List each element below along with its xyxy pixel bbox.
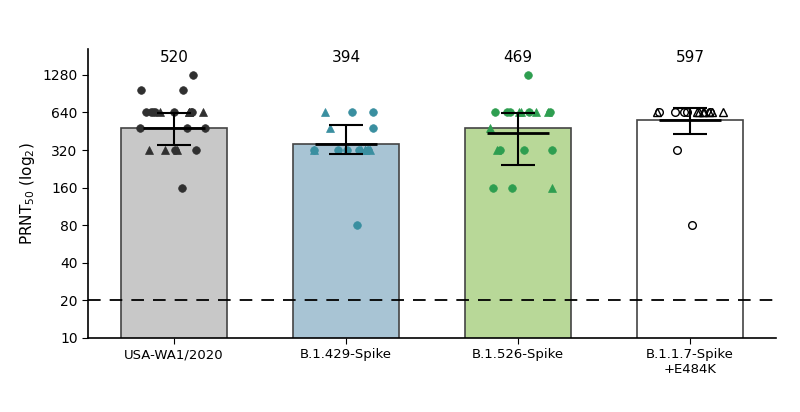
Text: 394: 394 <box>331 49 361 65</box>
Text: 520: 520 <box>159 49 189 65</box>
Text: 597: 597 <box>675 49 705 65</box>
Bar <box>121 128 227 412</box>
Bar <box>465 128 571 412</box>
Bar <box>637 120 743 412</box>
Y-axis label: PRNT$_{50}$ (log$_{2}$): PRNT$_{50}$ (log$_{2}$) <box>18 142 37 245</box>
Text: 469: 469 <box>503 49 533 65</box>
Bar <box>293 145 399 412</box>
